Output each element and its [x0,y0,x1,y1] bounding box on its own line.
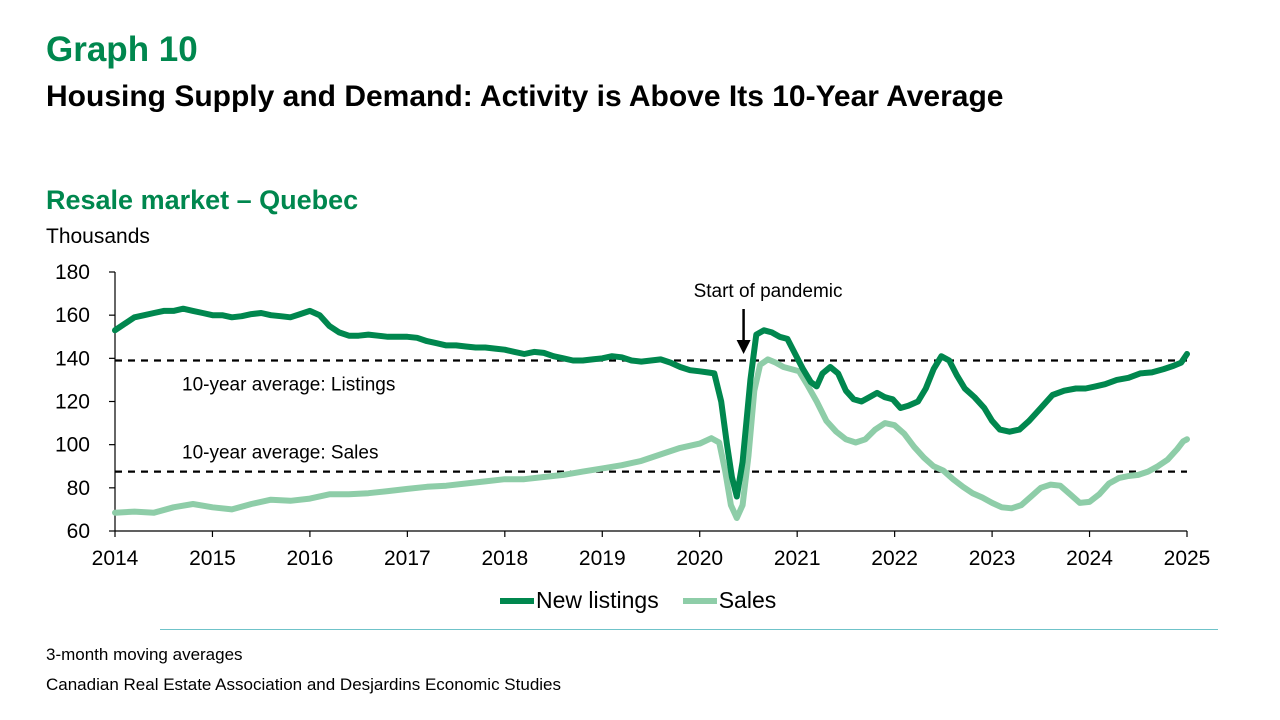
y-tick-label: 120 [55,391,90,414]
y-axis-unit-label: Thousands [46,225,150,248]
legend-label-sales: Sales [718,587,777,613]
x-tick-label: 2025 [1164,547,1211,570]
x-tick-label: 2022 [871,547,918,570]
footnote: 3-month moving averages [46,645,243,664]
reference-line-label: 10-year average: Sales [182,443,378,464]
series-line-new-listings [112,305,1190,500]
reference-line-label: 10-year average: Listings [182,374,395,395]
legend-item-sales: Sales [682,587,777,614]
y-tick-label: 100 [55,434,90,457]
legend-label-new-listings: New listings [536,587,659,613]
legend-swatch-sales [682,597,717,604]
y-tick-label: 140 [55,347,90,370]
x-tick-label: 2018 [481,547,528,570]
footer-divider [160,629,1218,630]
series-line-sales [112,356,1190,521]
x-tick-label: 2015 [189,547,236,570]
annotation-start-of-pandemic: Start of pandemic [694,281,843,302]
x-tick-label: 2014 [92,547,139,570]
graph-title: Housing Supply and Demand: Activity is A… [46,80,1004,113]
graph-number: Graph 10 [46,30,198,69]
y-tick-label: 60 [67,520,90,543]
x-tick-label: 2020 [676,547,723,570]
y-tick-label: 80 [67,477,90,500]
legend-swatch-new-listings [500,597,534,604]
legend-item-new-listings: New listings [500,587,659,614]
annotation-arrow-head [736,340,751,354]
x-tick-label: 2019 [579,547,626,570]
x-tick-label: 2017 [384,547,431,570]
chart-title: Resale market – Quebec [46,185,359,215]
x-tick-label: 2016 [287,547,334,570]
chart-legend: New listings Sales [500,587,800,614]
y-tick-label: 180 [55,261,90,284]
x-tick-label: 2023 [969,547,1016,570]
x-tick-label: 2021 [774,547,821,570]
y-tick-label: 160 [55,304,90,327]
x-tick-label: 2024 [1066,547,1113,570]
source-note: Canadian Real Estate Association and Des… [46,675,562,694]
